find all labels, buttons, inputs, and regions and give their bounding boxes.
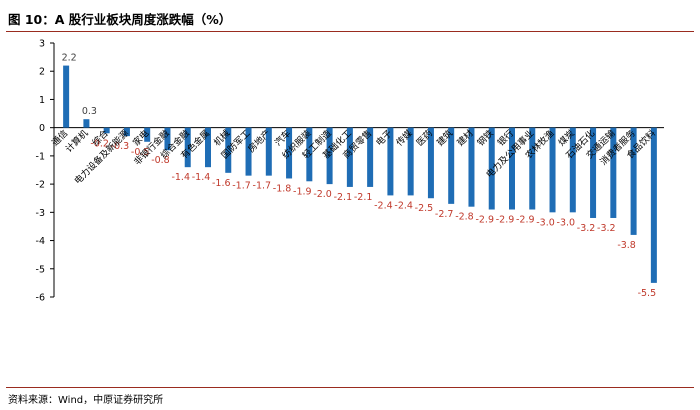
bar bbox=[245, 127, 252, 176]
data-label: -2.4 bbox=[394, 200, 413, 211]
data-label: 2.2 bbox=[62, 53, 77, 64]
y-tick-label: 2 bbox=[39, 67, 45, 78]
bottom-rule bbox=[6, 387, 694, 388]
bar bbox=[387, 127, 394, 196]
data-label: -1.7 bbox=[253, 181, 272, 192]
data-label: -1.6 bbox=[212, 178, 231, 189]
bar bbox=[549, 127, 556, 213]
data-label: -1.4 bbox=[192, 172, 211, 183]
data-label: -1.7 bbox=[232, 181, 251, 192]
bar bbox=[569, 127, 576, 213]
data-label: -2.9 bbox=[475, 215, 494, 226]
data-label: -2.9 bbox=[516, 215, 535, 226]
data-label: -0.3 bbox=[111, 141, 130, 152]
data-label: 0.3 bbox=[82, 106, 97, 117]
category-label: 计算机 bbox=[63, 127, 91, 155]
y-tick-label: -4 bbox=[36, 236, 45, 247]
bar bbox=[590, 127, 597, 218]
data-label: -3.8 bbox=[617, 240, 636, 251]
y-tick-label: 0 bbox=[39, 123, 45, 134]
data-label: -1.8 bbox=[273, 183, 292, 194]
bar bbox=[103, 127, 110, 134]
bar bbox=[306, 127, 313, 182]
data-label: -2.1 bbox=[354, 192, 373, 203]
y-tick-label: 3 bbox=[39, 39, 45, 50]
bar bbox=[610, 127, 617, 218]
data-label: -0.8 bbox=[151, 155, 170, 166]
bar bbox=[448, 127, 455, 204]
bar bbox=[346, 127, 353, 187]
bar bbox=[265, 127, 272, 176]
bar bbox=[488, 127, 495, 210]
data-label: -1.9 bbox=[293, 186, 312, 197]
top-rule bbox=[6, 31, 694, 32]
bar bbox=[63, 65, 70, 128]
bar bbox=[225, 127, 232, 173]
y-tick-label: -1 bbox=[36, 151, 45, 162]
bar bbox=[650, 127, 657, 283]
data-label: -2.8 bbox=[455, 212, 474, 223]
data-label: -2.4 bbox=[374, 200, 393, 211]
bar bbox=[407, 127, 414, 196]
source-note: 资料来源：Wind，中原证券研究所 bbox=[8, 395, 164, 406]
bar bbox=[468, 127, 475, 207]
data-label: -3.0 bbox=[536, 217, 555, 228]
data-label: -1.4 bbox=[171, 172, 190, 183]
data-label: -3.2 bbox=[577, 223, 596, 234]
bar bbox=[509, 127, 515, 210]
y-tick-label: 1 bbox=[39, 95, 45, 106]
bar bbox=[326, 127, 333, 185]
data-label: -3.0 bbox=[557, 217, 576, 228]
data-label: -2.9 bbox=[496, 215, 515, 226]
bar bbox=[205, 127, 211, 168]
data-label: -2.7 bbox=[435, 209, 454, 220]
data-label: -3.2 bbox=[597, 223, 616, 234]
data-label: -0.2 bbox=[90, 138, 109, 149]
data-label: -0.5 bbox=[131, 147, 150, 158]
y-tick-label: -5 bbox=[36, 264, 45, 275]
bar bbox=[144, 127, 151, 142]
bar bbox=[164, 127, 171, 151]
bar bbox=[83, 119, 90, 128]
bar bbox=[427, 127, 434, 199]
data-label: -2.0 bbox=[313, 189, 332, 200]
bar bbox=[184, 127, 191, 168]
figure-title: 图 10：A 股行业板块周度涨跌幅（%） bbox=[8, 12, 232, 27]
bar bbox=[367, 127, 374, 187]
data-label: -2.1 bbox=[334, 192, 353, 203]
bar bbox=[630, 127, 637, 235]
data-label: -2.5 bbox=[415, 203, 434, 214]
y-tick-label: -6 bbox=[36, 293, 45, 304]
y-tick-label: -2 bbox=[36, 180, 45, 191]
data-label: -5.5 bbox=[638, 288, 657, 299]
bar bbox=[529, 127, 536, 210]
y-tick-label: -3 bbox=[36, 208, 45, 219]
bar bbox=[123, 127, 130, 137]
bar bbox=[286, 127, 293, 179]
